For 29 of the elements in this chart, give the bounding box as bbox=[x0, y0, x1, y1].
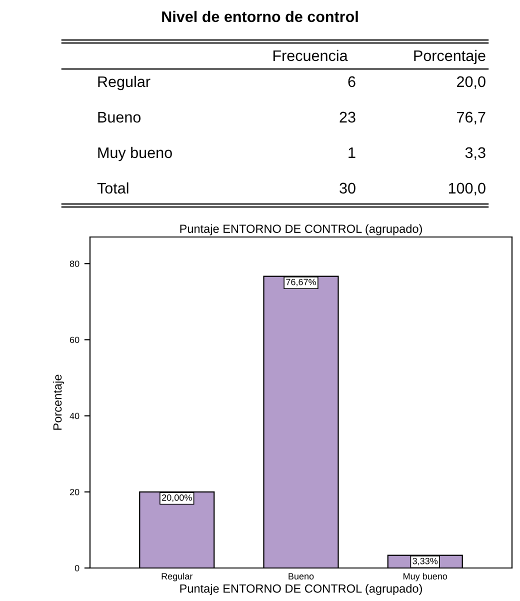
text: Bueno bbox=[98, 112, 141, 123]
text: 6 bbox=[348, 76, 356, 88]
text: 100,0 bbox=[448, 182, 486, 196]
text: Total bbox=[97, 182, 128, 194]
text: 30 bbox=[340, 182, 356, 194]
text: 1 bbox=[348, 147, 356, 158]
y-tick-label: 80 bbox=[70, 260, 80, 267]
text: Porcentaje bbox=[414, 50, 486, 64]
data-label: 3,33% bbox=[412, 558, 438, 566]
y-tick-label: 60 bbox=[70, 336, 80, 344]
y-tick-label: 40 bbox=[70, 412, 80, 420]
text: 23 bbox=[340, 112, 356, 123]
y-tick-label: 20 bbox=[70, 488, 80, 496]
x-tick-label: Regular bbox=[162, 572, 193, 582]
data-label: 20,00% bbox=[162, 494, 192, 502]
text: 76,7 bbox=[457, 112, 486, 124]
y-tick-label: 0 bbox=[74, 564, 80, 572]
chart-title: Puntaje ENTORNO DE CONTROL (agrupado) bbox=[180, 224, 422, 236]
text: Regular bbox=[98, 76, 150, 90]
text: 20,0 bbox=[457, 76, 486, 89]
data-label: 76,67% bbox=[286, 278, 316, 286]
text: 3,3 bbox=[465, 147, 486, 160]
text: Frecuencia bbox=[273, 50, 348, 62]
x-tick-label: Muy bueno bbox=[404, 572, 448, 582]
x-tick-label: Bueno bbox=[288, 573, 314, 580]
y-axis-title: Porcentaje bbox=[52, 374, 64, 430]
text: Muy bueno bbox=[98, 146, 172, 162]
text: Nivel de entorno de control bbox=[162, 10, 358, 22]
x-axis-title: Puntaje ENTORNO DE CONTROL (agrupado) bbox=[180, 584, 422, 596]
